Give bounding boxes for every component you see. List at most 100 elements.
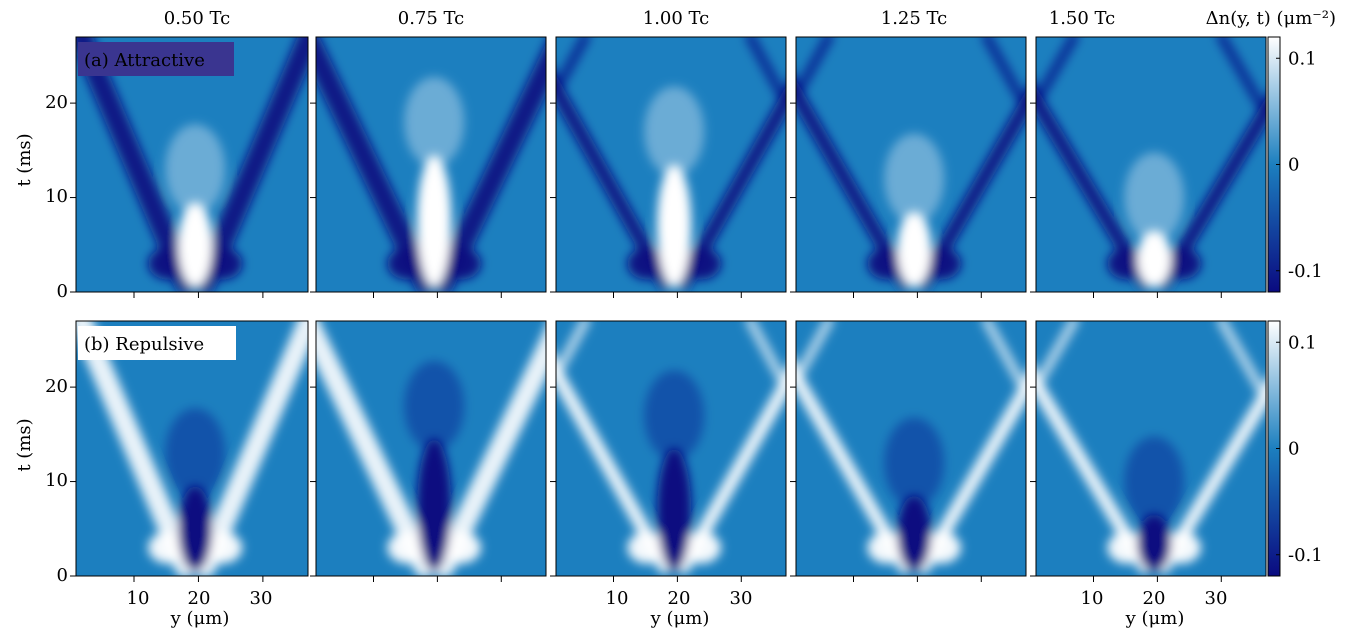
- reflected-front: [1036, 37, 1080, 109]
- density-front: [432, 43, 546, 292]
- central-core: [178, 486, 213, 572]
- density-front: [1156, 97, 1266, 290]
- heatmap-panel: [1030, 36, 1267, 298]
- panel-frame: [555, 36, 787, 293]
- central-halo: [404, 361, 465, 451]
- reflected-front: [1216, 37, 1266, 120]
- colorbar-label: Δn(y, t) (μm⁻²): [1206, 8, 1336, 29]
- central-halo: [404, 77, 465, 167]
- x-tick-label: 10: [127, 588, 150, 609]
- y-tick-label: 20: [45, 92, 68, 113]
- density-front: [556, 75, 672, 290]
- x-axis-label: y (μm): [650, 608, 710, 629]
- density-lobe: [867, 531, 908, 564]
- density-front: [916, 91, 1026, 290]
- y-tick-label: 10: [45, 186, 68, 207]
- central-halo: [165, 124, 226, 215]
- central-core: [897, 211, 932, 288]
- density-front: [432, 327, 546, 576]
- density-front: [193, 321, 308, 576]
- reflected-front: [981, 37, 1026, 113]
- column-title: 1.25 Tc: [881, 8, 948, 29]
- heatmap-panel: [310, 320, 547, 582]
- density-front: [796, 79, 912, 290]
- panel-label-repulsive: (b) Repulsive: [84, 334, 204, 355]
- density-lobe: [202, 531, 243, 564]
- x-tick-label: 10: [1081, 588, 1104, 609]
- colorbar-tick-label: 0.1: [1288, 48, 1317, 69]
- reflected-front: [556, 37, 591, 97]
- central-halo: [1124, 436, 1185, 527]
- panel-frame: [315, 36, 547, 293]
- y-tick-label: 10: [45, 470, 68, 491]
- density-lobe: [387, 247, 428, 280]
- x-tick-label: 30: [250, 588, 273, 609]
- density-lobe: [627, 247, 668, 280]
- density-front: [1156, 381, 1266, 574]
- panel-frame: [1035, 36, 1267, 293]
- density-lobe: [441, 531, 482, 564]
- heatmap-panel: [70, 320, 309, 582]
- central-core: [178, 202, 213, 288]
- central-core: [897, 495, 932, 572]
- colorbar-tick-label: 0: [1288, 439, 1299, 460]
- density-lobe: [627, 531, 668, 564]
- density-lobe: [202, 247, 243, 280]
- colorbar-tick-label: 0.1: [1288, 332, 1317, 353]
- panel-label-attractive: (a) Attractive: [84, 50, 205, 71]
- density-front: [1036, 371, 1152, 574]
- heatmap-panel: [550, 320, 787, 582]
- density-front: [316, 321, 436, 576]
- x-tick-label: 30: [730, 588, 753, 609]
- column-title: 1.00 Tc: [643, 8, 710, 29]
- y-tick-label: 0: [57, 565, 68, 586]
- density-lobe: [867, 247, 908, 280]
- panel-label-bg: [78, 42, 234, 76]
- panel-frame: [315, 320, 547, 577]
- panel-label-bg: [78, 326, 236, 360]
- density-front: [193, 37, 308, 292]
- central-halo: [884, 133, 945, 224]
- y-axis-label: t (ms): [14, 133, 35, 186]
- density-front: [676, 86, 786, 290]
- central-core: [1137, 514, 1172, 572]
- central-core: [657, 448, 692, 572]
- column-title: 0.75 Tc: [398, 8, 465, 29]
- central-halo: [884, 417, 945, 508]
- reflected-front: [1036, 321, 1080, 393]
- density-front: [316, 37, 436, 292]
- reflected-front: [796, 321, 834, 386]
- central-core: [1137, 230, 1172, 288]
- reflected-front: [1216, 321, 1266, 404]
- panel-frame: [1035, 320, 1267, 577]
- colorbar-tick-label: 0: [1288, 155, 1299, 176]
- density-lobe: [681, 531, 722, 564]
- y-tick-label: 20: [45, 376, 68, 397]
- heatmap-panel: [1030, 320, 1267, 582]
- column-title: 1.50 Tc: [1049, 8, 1116, 29]
- column-title: 0.50 Tc: [164, 8, 231, 29]
- reflected-front: [796, 37, 834, 102]
- central-core: [657, 164, 692, 288]
- density-front: [556, 359, 672, 574]
- density-lobe: [148, 531, 189, 564]
- density-front: [76, 321, 197, 576]
- x-tick-label: 20: [668, 588, 691, 609]
- central-halo: [644, 86, 705, 177]
- density-lobe: [921, 247, 962, 280]
- reflected-front: [981, 321, 1026, 397]
- panel-frame: [555, 320, 787, 577]
- reflected-front: [745, 321, 786, 393]
- central-core: [417, 155, 452, 288]
- panel-frame: [795, 36, 1027, 293]
- colorbar: 0.1 0 -0.1: [1267, 320, 1323, 577]
- density-lobe: [441, 247, 482, 280]
- reflected-front: [556, 321, 591, 381]
- density-lobe: [387, 531, 428, 564]
- central-halo: [644, 370, 705, 461]
- central-halo: [1124, 152, 1185, 243]
- x-tick-label: 30: [1205, 588, 1228, 609]
- density-front: [1036, 87, 1152, 290]
- density-front: [796, 363, 912, 574]
